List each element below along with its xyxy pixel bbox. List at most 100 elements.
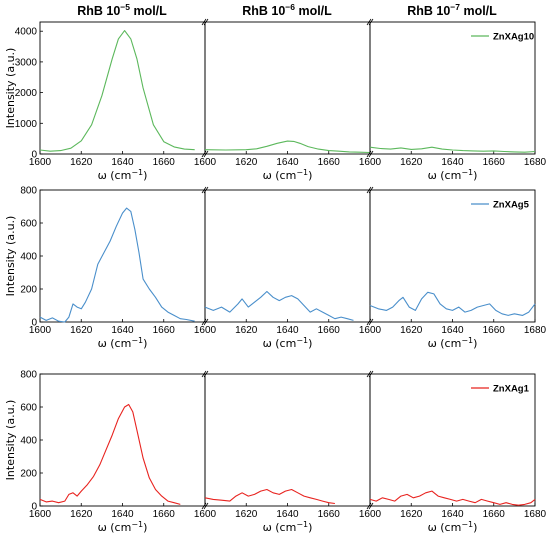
series-line-ZnXAg10-c1 — [39, 30, 195, 152]
x-axis-label-r3-c2: ω (cm−1) — [263, 520, 313, 534]
y-tick-label: 3000 — [15, 57, 38, 68]
axis-break-mark — [201, 18, 207, 26]
x-tick-label: 1600 — [359, 509, 382, 520]
axis-break-mark — [201, 150, 207, 158]
x-tick-label: 1660 — [318, 509, 341, 520]
y-tick-label: 800 — [20, 370, 37, 381]
y-tick-label: 2000 — [15, 88, 38, 99]
x-tick-label: 1680 — [524, 157, 547, 168]
panel-frame-r3-c1 — [39, 373, 206, 507]
series-line-ZnXAg10-c3 — [369, 146, 536, 153]
axis-break-mark — [203, 502, 209, 510]
axis-break-mark — [201, 502, 207, 510]
series-line-ZnXAg10-c2 — [204, 140, 371, 154]
x-tick-label: 1620 — [400, 325, 423, 336]
x-tick-label: 1620 — [400, 157, 423, 168]
column-title-1: RhB 10−5 mol/L — [77, 2, 167, 18]
panel-frame-r2-c1 — [39, 189, 206, 323]
y-tick-label: 400 — [20, 252, 37, 263]
y-tick-label: 600 — [20, 219, 37, 230]
y-tick-label: 0 — [31, 502, 37, 513]
x-tick-label: 1660 — [153, 157, 176, 168]
axis-break-mark — [366, 18, 372, 26]
axis-break-mark — [366, 370, 372, 378]
column-title-2: RhB 10−6 mol/L — [242, 2, 332, 18]
x-tick-label: 1620 — [70, 509, 93, 520]
x-tick-label: 1640 — [111, 157, 134, 168]
x-tick-label: 1620 — [235, 157, 258, 168]
legend-label-ZnXAg1: ZnXAg1 — [493, 384, 530, 395]
x-tick-label: 1600 — [29, 157, 52, 168]
axis-break-mark — [366, 150, 372, 158]
y-tick-label: 4000 — [15, 27, 38, 38]
axis-break-mark — [368, 150, 374, 158]
x-tick-label: 1640 — [441, 509, 464, 520]
x-tick-label: 1620 — [235, 325, 258, 336]
x-tick-label: 1620 — [70, 157, 93, 168]
x-tick-label: 1640 — [276, 509, 299, 520]
x-axis-label-r3-c1: ω (cm−1) — [98, 520, 148, 534]
x-axis-label-r1-c3: ω (cm−1) — [428, 168, 478, 182]
axis-break-mark — [368, 370, 374, 378]
axis-break-mark — [366, 186, 372, 194]
x-tick-label: 1600 — [29, 325, 52, 336]
x-tick-label: 1660 — [318, 325, 341, 336]
axis-break-mark — [201, 370, 207, 378]
x-tick-label: 1600 — [194, 325, 217, 336]
x-axis-label-r2-c1: ω (cm−1) — [98, 336, 148, 350]
x-tick-label: 1640 — [441, 157, 464, 168]
series-line-ZnXAg5-c3 — [369, 291, 536, 316]
axis-break-mark — [201, 186, 207, 194]
x-tick-label: 1640 — [441, 325, 464, 336]
x-axis-label-r2-c3: ω (cm−1) — [428, 336, 478, 350]
panel-frame-r1-c2 — [204, 21, 371, 155]
x-axis-label-r1-c1: ω (cm−1) — [98, 168, 148, 182]
x-tick-label: 1660 — [153, 509, 176, 520]
y-axis-label-row-1: Intensity (a.u.) — [4, 48, 17, 129]
axis-break-mark — [368, 502, 374, 510]
x-tick-label: 1620 — [235, 509, 258, 520]
axis-break-mark — [203, 318, 209, 326]
series-line-ZnXAg1-c2 — [204, 488, 335, 505]
column-title-3: RhB 10−7 mol/L — [407, 2, 497, 18]
series-line-ZnXAg1-c3 — [369, 490, 536, 506]
legend-label-ZnXAg10: ZnXAg10 — [493, 32, 534, 43]
series-line-ZnXAg5-c1 — [39, 207, 195, 323]
x-tick-label: 1640 — [276, 157, 299, 168]
axis-break-mark — [203, 186, 209, 194]
x-tick-label: 1640 — [111, 509, 134, 520]
x-tick-label: 1660 — [153, 325, 176, 336]
x-tick-label: 1600 — [194, 157, 217, 168]
axis-break-mark — [201, 318, 207, 326]
y-tick-label: 400 — [20, 436, 37, 447]
x-tick-label: 1680 — [524, 325, 547, 336]
x-tick-label: 1640 — [111, 325, 134, 336]
x-tick-label: 1620 — [400, 509, 423, 520]
x-tick-label: 1600 — [194, 509, 217, 520]
x-axis-label-r1-c2: ω (cm−1) — [263, 168, 313, 182]
axis-break-mark — [368, 186, 374, 194]
x-tick-label: 1660 — [483, 325, 506, 336]
panel-frame-r1-c1 — [39, 21, 206, 155]
x-tick-label: 1680 — [524, 509, 547, 520]
series-line-ZnXAg1-c1 — [39, 403, 181, 505]
y-tick-label: 200 — [20, 285, 37, 296]
x-axis-label-r2-c2: ω (cm−1) — [263, 336, 313, 350]
x-tick-label: 1600 — [359, 325, 382, 336]
axis-break-mark — [203, 370, 209, 378]
y-tick-label: 200 — [20, 469, 37, 480]
panel-frame-r2-c2 — [204, 189, 371, 323]
axis-break-mark — [366, 318, 372, 326]
y-tick-label: 0 — [31, 150, 37, 161]
y-axis-label-row-3: Intensity (a.u.) — [4, 400, 17, 481]
x-tick-label: 1600 — [29, 509, 52, 520]
axis-break-mark — [368, 318, 374, 326]
x-axis-label-r3-c3: ω (cm−1) — [428, 520, 478, 534]
x-tick-label: 1620 — [70, 325, 93, 336]
x-tick-label: 1640 — [276, 325, 299, 336]
y-tick-label: 1000 — [15, 119, 38, 130]
y-axis-label-row-2: Intensity (a.u.) — [4, 216, 17, 297]
x-tick-label: 1660 — [483, 509, 506, 520]
